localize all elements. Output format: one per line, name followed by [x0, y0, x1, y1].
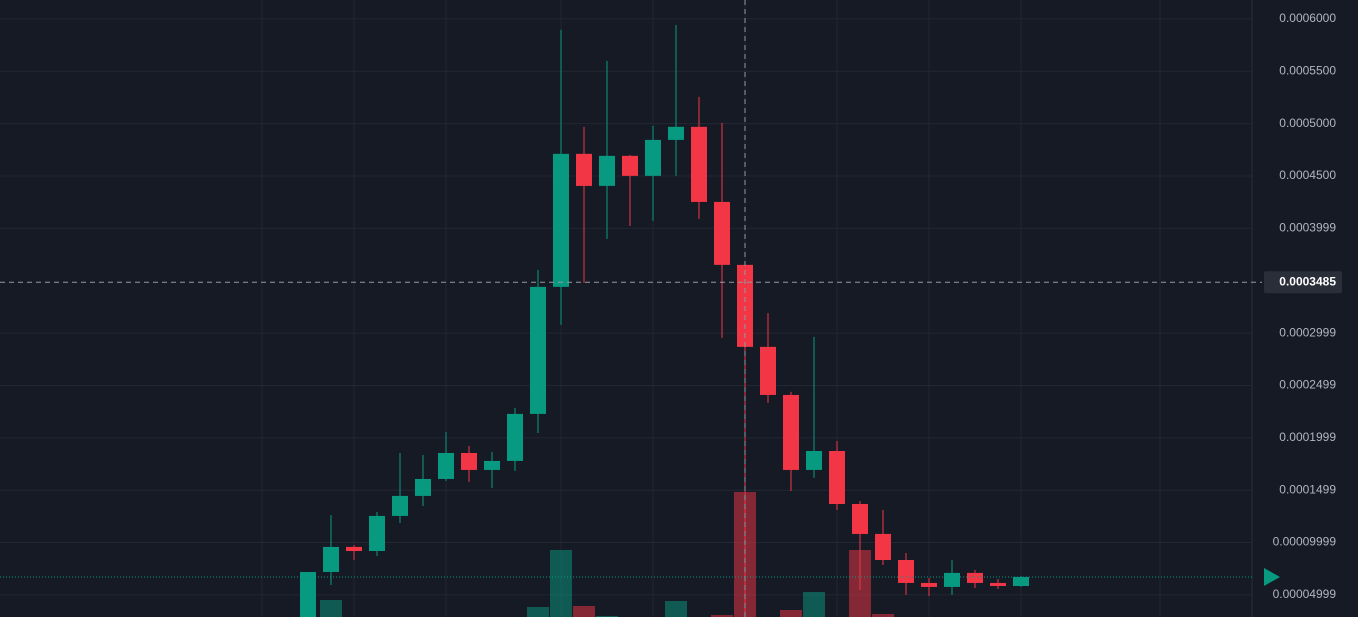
candle-body	[760, 346, 776, 395]
volume-bar	[550, 550, 572, 617]
volume-bar	[803, 592, 825, 617]
candle-body	[553, 153, 569, 287]
candle-body	[875, 533, 891, 561]
candle-body	[691, 126, 707, 202]
volume-bar	[665, 601, 687, 617]
candle-body	[944, 572, 960, 587]
candle-body	[714, 201, 730, 265]
volume-bar	[711, 615, 733, 617]
y-tick-label: 0.0005500	[1279, 63, 1336, 77]
candle-body	[599, 155, 615, 186]
y-tick-label: 0.00009999	[1273, 535, 1337, 549]
candle-body	[369, 515, 385, 552]
last-price-marker	[1264, 567, 1280, 586]
y-tick-label: 0.0003999	[1279, 221, 1336, 235]
y-tick-label: 0.0002999	[1279, 325, 1336, 339]
volume-bar	[780, 610, 802, 617]
candle-body	[346, 546, 362, 552]
candle-body	[783, 394, 799, 470]
candle-body	[323, 546, 339, 572]
y-tick-label: 0.0005000	[1279, 116, 1336, 130]
candle-body	[622, 155, 638, 176]
y-tick-label: 0.0002499	[1279, 378, 1336, 392]
candle-body	[300, 571, 316, 617]
candle-body	[898, 560, 914, 583]
y-tick-label: 0.0004500	[1279, 168, 1336, 182]
volume-bar	[573, 606, 595, 617]
crosshair-label: 0.0003485	[1279, 274, 1336, 288]
candle-body	[829, 450, 845, 504]
crosshair-label-box	[1264, 271, 1342, 294]
candle-body	[1013, 576, 1029, 586]
candle-body	[484, 460, 500, 470]
candle-body	[507, 413, 523, 461]
candle-body	[737, 264, 753, 347]
candle-body	[668, 126, 684, 140]
volume-bar	[527, 607, 549, 617]
y-tick-label: 0.0001499	[1279, 482, 1336, 496]
volume-bar	[320, 600, 342, 617]
candle-body	[967, 572, 983, 583]
candle-body	[392, 495, 408, 516]
candle-body	[461, 452, 477, 470]
y-tick-label: 0.0006000	[1279, 11, 1336, 25]
candle-body	[921, 582, 937, 587]
candle-body	[576, 153, 592, 186]
candle-body	[990, 582, 1006, 586]
candle-body	[438, 452, 454, 479]
candle-body	[806, 450, 822, 470]
grid	[0, 18, 1252, 596]
volume-bar	[872, 614, 894, 617]
y-tick-label: 0.0001999	[1279, 430, 1336, 444]
y-tick-label: 0.00004999	[1273, 587, 1337, 601]
candle-body	[852, 503, 868, 534]
candle-body	[530, 286, 546, 414]
candle-body	[645, 139, 661, 176]
price-axis: 0.0006000 0.0005500 0.0005000 0.0004500 0.00…	[1273, 11, 1337, 601]
candle-body	[415, 478, 431, 496]
